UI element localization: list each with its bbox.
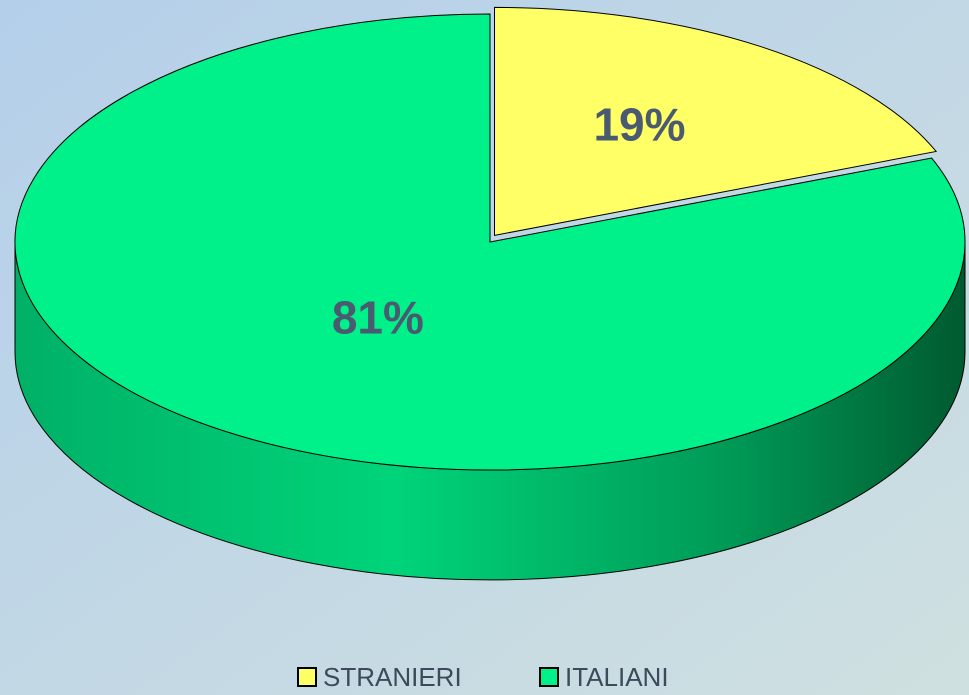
legend-swatch <box>539 667 559 687</box>
legend-label: STRANIERI <box>323 662 462 692</box>
data-label: 19% <box>593 99 685 151</box>
slice <box>14 13 966 471</box>
legend-label: ITALIANI <box>565 662 669 692</box>
slice <box>493 6 938 236</box>
data-label: 81% <box>332 291 424 343</box>
legend-swatch <box>297 667 317 687</box>
